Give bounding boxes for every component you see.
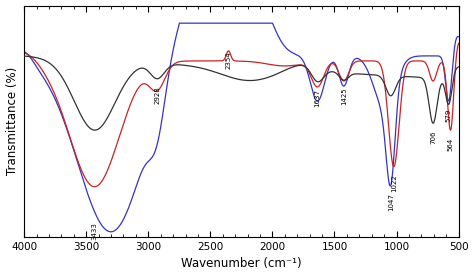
Text: 706: 706	[430, 131, 436, 144]
Text: 3433: 3433	[91, 222, 98, 240]
Text: 2928: 2928	[154, 86, 160, 104]
Text: 1637: 1637	[314, 89, 320, 107]
Text: 564: 564	[447, 137, 454, 151]
Text: 2354: 2354	[226, 51, 231, 68]
Text: 1425: 1425	[341, 88, 347, 105]
Text: 579: 579	[446, 108, 452, 122]
Text: 1047: 1047	[388, 193, 394, 211]
Y-axis label: Transmittance (%): Transmittance (%)	[6, 67, 18, 176]
Text: 1022: 1022	[391, 174, 397, 192]
X-axis label: Wavenumber (cm⁻¹): Wavenumber (cm⁻¹)	[181, 258, 301, 270]
